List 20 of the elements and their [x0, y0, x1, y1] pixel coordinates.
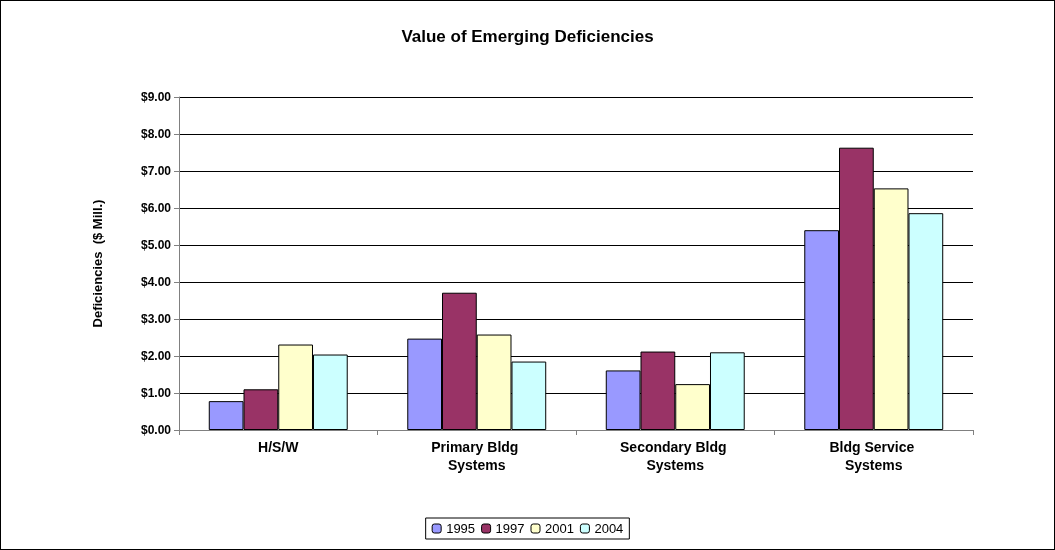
y-tick-label: $1.00	[140, 386, 172, 400]
legend-label: 2001	[545, 521, 574, 536]
x-tick-label: Primary Bldg Systems	[431, 439, 523, 473]
y-tick-label: $8.00	[140, 127, 172, 141]
x-tick-label: H/S/W	[258, 439, 300, 455]
y-tick-label: $0.00	[140, 423, 172, 437]
y-tick-label: $4.00	[140, 275, 172, 289]
y-tick-label: $9.00	[140, 90, 172, 104]
y-tick-label: $2.00	[140, 349, 172, 363]
legend-label: 1995	[446, 521, 476, 536]
legend-label: 1997	[495, 521, 525, 536]
chart-title: Value of Emerging Deficiencies	[401, 27, 654, 46]
x-tick-label: Secondary Bldg Systems	[620, 439, 731, 473]
y-tick-label: $3.00	[140, 312, 172, 326]
y-tick-label: $5.00	[140, 238, 172, 252]
x-tick-label: Bldg Service Systems	[829, 439, 919, 473]
y-tick-label: $6.00	[140, 201, 172, 215]
legend-label: 2004	[594, 521, 624, 536]
y-tick-label: $7.00	[140, 164, 172, 178]
y-axis-title: Deficiencies ($ Mill.)	[90, 199, 105, 328]
